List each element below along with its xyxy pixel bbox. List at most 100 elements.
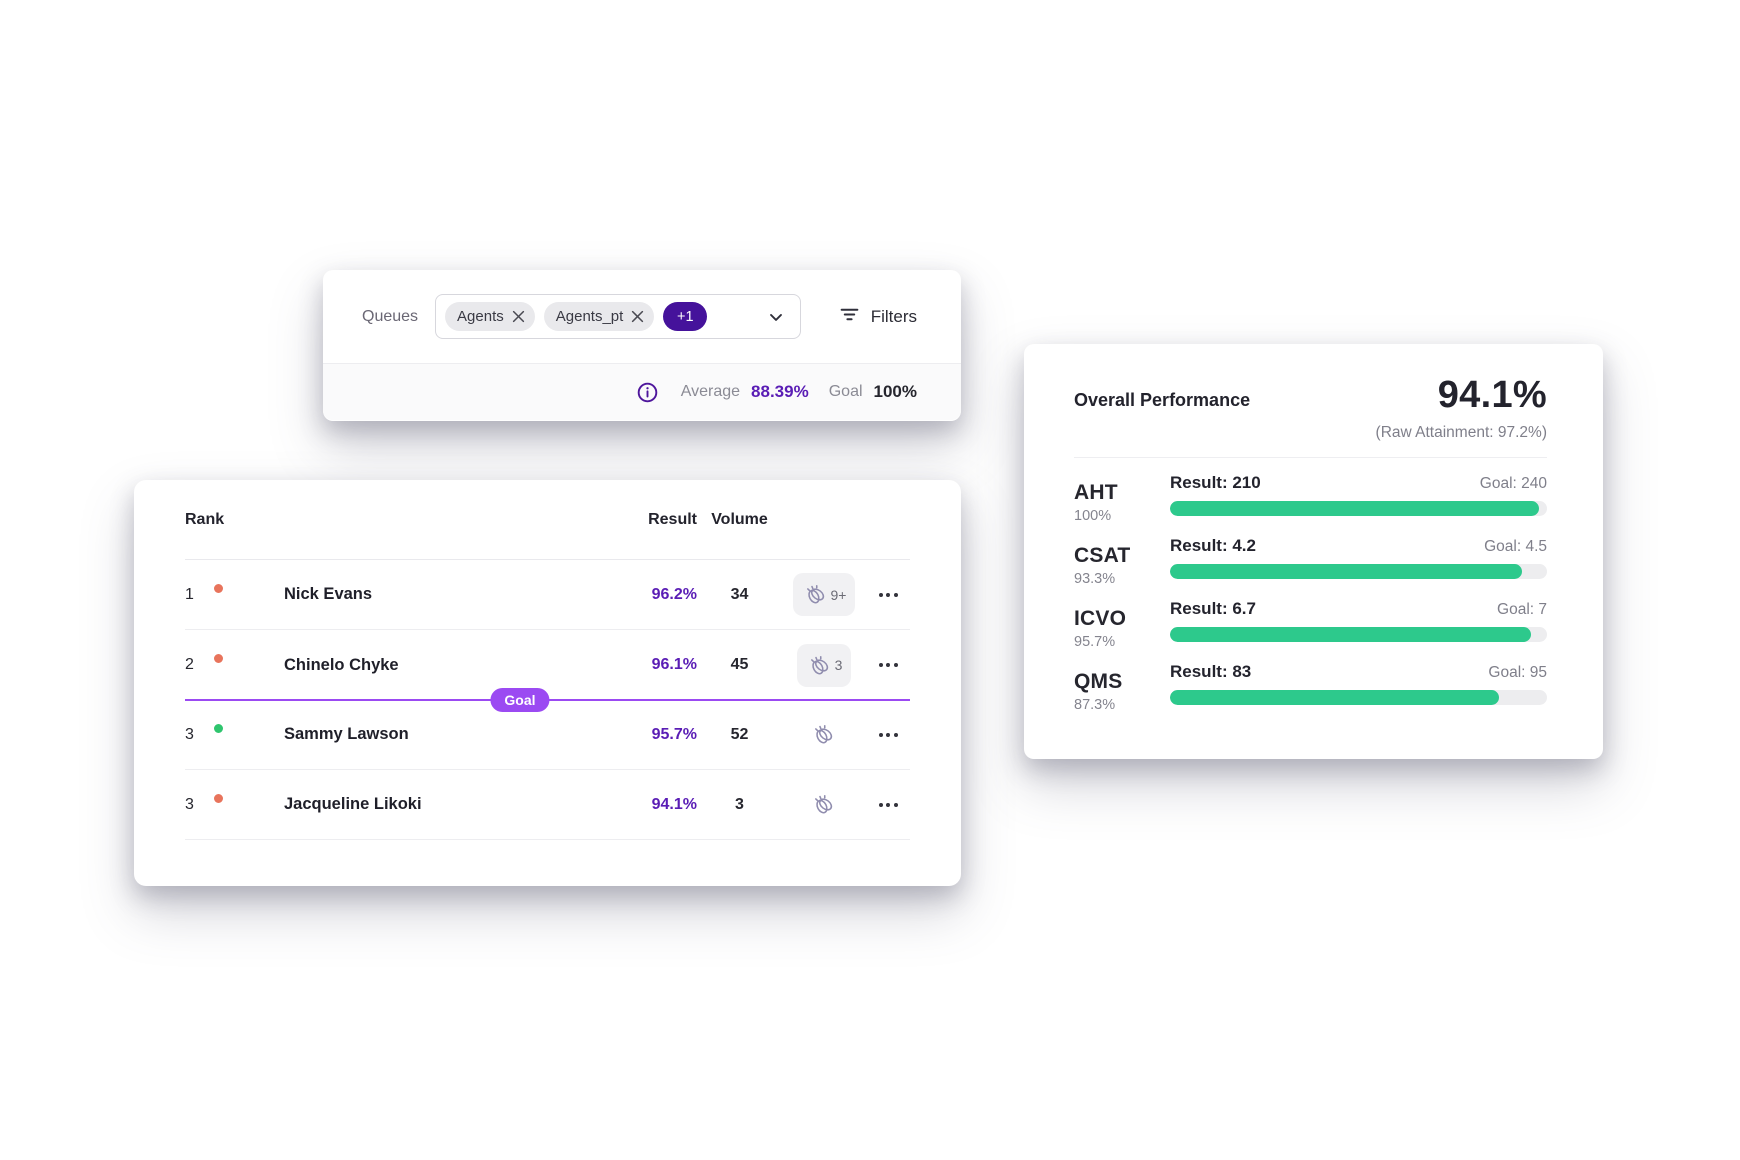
agent-name: Sammy Lawson xyxy=(284,725,409,743)
filters-button[interactable]: Filters xyxy=(839,304,917,330)
metric-percent: 93.3% xyxy=(1074,571,1116,587)
metric-row-csat: CSAT 93.3% Result: 4.2 Goal: 4.5 xyxy=(1074,536,1547,587)
clap-icon xyxy=(806,584,824,604)
goal-label: Goal xyxy=(828,383,863,400)
filters-label: Filters xyxy=(870,306,917,326)
overall-score: 94.1% xyxy=(1437,374,1547,416)
progress-fill xyxy=(1170,627,1531,642)
leaderboard-card: Rank Result Volume 1 Nick Evans 96.2% 34… xyxy=(134,480,961,886)
average-summary-row: Average 88.39% Goal 100% xyxy=(323,364,961,420)
row-menu-button[interactable] xyxy=(866,653,910,677)
queue-chip-agents[interactable]: Agents xyxy=(445,302,535,331)
volume-value: 45 xyxy=(730,656,749,673)
status-dot xyxy=(212,581,225,595)
progress-track xyxy=(1170,501,1547,516)
metric-percent: 95.7% xyxy=(1074,634,1116,650)
raw-attainment: (Raw Attainment: 97.2%) xyxy=(1375,424,1547,441)
progress-fill xyxy=(1170,501,1540,516)
clap-button[interactable] xyxy=(801,713,848,756)
result-value: 94.1% xyxy=(651,795,697,813)
metric-name: QMS xyxy=(1074,670,1123,693)
performance-title: Overall Performance xyxy=(1074,390,1251,410)
status-dot xyxy=(212,721,225,735)
progress-fill xyxy=(1170,690,1500,705)
clap-button[interactable]: 3 xyxy=(796,643,852,687)
result-value: 96.1% xyxy=(651,656,697,673)
volume-value: 52 xyxy=(730,725,749,743)
column-header-volume: Volume xyxy=(711,510,768,528)
clap-count: 3 xyxy=(834,657,843,673)
goal-threshold-pill: Goal xyxy=(490,688,550,712)
metric-row-qms: QMS 87.3% Result: 83 Goal: 95 xyxy=(1074,662,1547,713)
rank-value: 3 xyxy=(185,795,194,813)
metric-goal: Goal: 240 xyxy=(1479,475,1547,492)
more-queues-badge[interactable]: +1 xyxy=(663,302,708,331)
info-icon[interactable] xyxy=(636,381,659,404)
result-value: 96.2% xyxy=(651,585,697,603)
queues-label: Queues xyxy=(362,307,419,325)
rank-value: 1 xyxy=(185,585,194,603)
queue-filter-card: Queues Agents Agents_pt +1 xyxy=(323,270,961,421)
agent-name: Jacqueline Likoki xyxy=(284,795,422,813)
progress-fill xyxy=(1170,564,1522,579)
progress-track xyxy=(1170,690,1547,705)
metric-percent: 100% xyxy=(1074,508,1112,524)
metric-goal: Goal: 7 xyxy=(1497,601,1547,618)
metric-goal: Goal: 4.5 xyxy=(1484,538,1547,555)
metric-name: AHT xyxy=(1074,481,1118,504)
agent-name: Nick Evans xyxy=(284,585,373,603)
clap-button[interactable] xyxy=(801,783,848,826)
leaderboard-row: 2 Chinelo Chyke 96.1% 45 3 Goal xyxy=(185,630,910,712)
chip-close-icon[interactable] xyxy=(631,310,644,323)
metric-result: Result: 6.7 xyxy=(1170,599,1256,618)
status-dot xyxy=(212,791,225,805)
chip-close-icon[interactable] xyxy=(512,310,525,323)
chevron-down-icon[interactable] xyxy=(766,307,786,327)
volume-value: 3 xyxy=(735,795,744,813)
filter-card-divider xyxy=(323,363,961,364)
clap-icon xyxy=(814,724,832,744)
overall-performance-card: Overall Performance 94.1% (Raw Attainmen… xyxy=(1024,344,1603,759)
row-menu-button[interactable] xyxy=(866,793,910,817)
column-header-rank: Rank xyxy=(185,510,225,528)
filter-icon xyxy=(839,304,860,330)
queue-chip-agents-pt[interactable]: Agents_pt xyxy=(543,302,655,331)
metric-row-aht: AHT 100% Result: 210 Goal: 240 xyxy=(1074,473,1547,524)
clap-icon xyxy=(814,794,832,814)
column-header-result: Result xyxy=(648,510,697,528)
result-value: 95.7% xyxy=(651,725,697,743)
metric-goal: Goal: 95 xyxy=(1488,664,1547,681)
status-dot xyxy=(212,652,225,665)
metric-name: ICVO xyxy=(1074,607,1127,630)
clap-icon xyxy=(810,655,828,674)
progress-track xyxy=(1170,627,1547,642)
metric-result: Result: 4.2 xyxy=(1170,536,1256,555)
metrics-list: AHT 100% Result: 210 Goal: 240 CSAT 93.3… xyxy=(1074,473,1547,713)
queue-chip-label: Agents xyxy=(457,308,504,325)
rank-value: 3 xyxy=(185,725,194,743)
goal-threshold-line: Goal xyxy=(185,688,910,712)
leaderboard-row: 3 Jacqueline Likoki 94.1% 3 xyxy=(185,770,910,840)
performance-divider xyxy=(1074,457,1547,458)
metric-percent: 87.3% xyxy=(1074,697,1116,713)
row-menu-button[interactable] xyxy=(866,723,910,747)
goal-value: 100% xyxy=(873,382,917,401)
metric-row-icvo: ICVO 95.7% Result: 6.7 Goal: 7 xyxy=(1074,599,1547,650)
performance-header: Overall Performance 94.1% (Raw Attainmen… xyxy=(1074,374,1547,442)
agent-name: Chinelo Chyke xyxy=(284,655,399,674)
average-label: Average xyxy=(680,383,741,400)
progress-track xyxy=(1170,564,1547,579)
leaderboard-header: Rank Result Volume xyxy=(185,480,910,560)
average-value: 88.39% xyxy=(751,382,809,401)
queue-chip-label: Agents_pt xyxy=(555,308,624,325)
queues-select[interactable]: Agents Agents_pt +1 xyxy=(435,294,802,339)
metric-result: Result: 83 xyxy=(1170,662,1252,681)
row-menu-button[interactable] xyxy=(866,583,910,607)
clap-button[interactable]: 9+ xyxy=(792,573,856,616)
rank-value: 2 xyxy=(185,656,194,673)
metric-result: Result: 210 xyxy=(1170,473,1261,492)
volume-value: 34 xyxy=(730,585,749,603)
leaderboard-row: 1 Nick Evans 96.2% 34 9+ xyxy=(185,560,910,630)
filter-card-top-row: Queues Agents Agents_pt +1 xyxy=(323,270,961,363)
metric-name: CSAT xyxy=(1074,544,1131,567)
